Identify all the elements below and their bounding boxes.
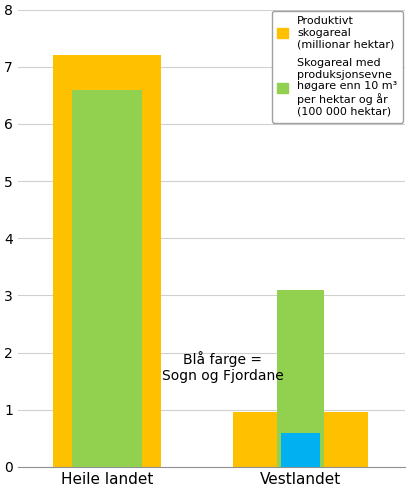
Text: Blå farge =
Sogn og Fjordane: Blå farge = Sogn og Fjordane [162,351,284,383]
Bar [233,411,368,467]
Legend: Produktivt
skogareal
(millionar hektar), Skogareal med
produksjonsevne
høgare en: Produktivt skogareal (millionar hektar),… [272,11,403,123]
Bar [53,55,161,467]
Bar [277,290,324,467]
Bar [72,90,142,467]
Bar [281,433,320,467]
